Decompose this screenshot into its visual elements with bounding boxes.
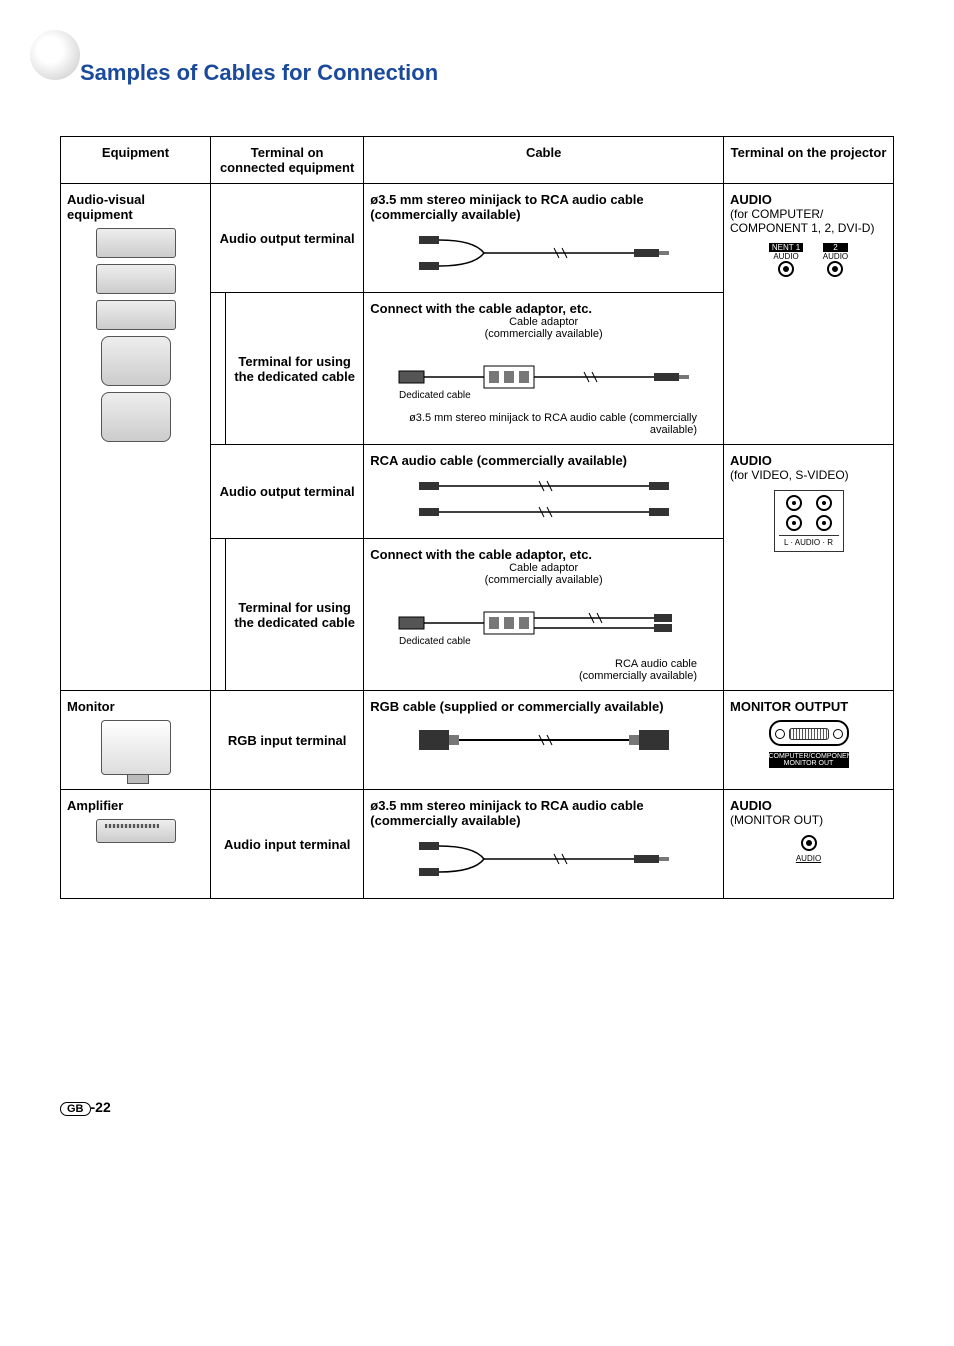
av-r1-cable-title: ø3.5 mm stereo minijack to RCA audio cab… — [370, 192, 717, 222]
av-r4-terminal: Terminal for using the dedicated cable — [226, 539, 364, 691]
game-console-icon — [101, 392, 171, 442]
sub-cable-note-2b: (commercially available) — [370, 670, 717, 682]
rca-hole-icon — [816, 495, 832, 511]
amplifier-terminal: Audio input terminal — [211, 790, 364, 899]
header-equipment: Equipment — [61, 137, 211, 184]
amplifier-proj-title: AUDIO — [730, 798, 887, 813]
monitor-proj-title: MONITOR OUTPUT — [730, 699, 887, 714]
cable-adaptor-note: (commercially available) — [370, 328, 717, 340]
adaptor-rca-cable-diagram: Dedicated cable — [394, 592, 694, 652]
amplifier-port-label: AUDIO — [730, 854, 887, 863]
amplifier-equipment-label: Amplifier — [67, 798, 204, 813]
header-curve-decoration — [30, 30, 80, 80]
rca-hole-icon — [816, 515, 832, 531]
av-r3-proj-title: AUDIO — [730, 453, 887, 468]
amplifier-cable-title: ø3.5 mm stereo minijack to RCA audio cab… — [370, 798, 717, 828]
page-title: Samples of Cables for Connection — [80, 60, 894, 86]
av-r3-cable-cell: RCA audio cable (commercially available) — [364, 445, 724, 539]
av-r2-cable-title: Connect with the cable adaptor, etc. — [370, 301, 717, 316]
header-terminal-proj: Terminal on the projector — [724, 137, 894, 184]
av-r3-proj-cell: AUDIO (for VIDEO, S-VIDEO) L · AUDIO · R — [724, 445, 894, 691]
cable-adaptor-note-2: (commercially available) — [370, 574, 717, 586]
rgb-cable-diagram — [414, 720, 674, 760]
monitor-equipment-label: Monitor — [67, 699, 204, 714]
header-cable: Cable — [364, 137, 724, 184]
dedicated-cable-label: Dedicated cable — [399, 390, 471, 401]
audio-jack-icon — [827, 261, 843, 277]
page-number: -22 — [91, 1099, 111, 1115]
av-r1-proj-title: AUDIO — [730, 192, 887, 207]
av-r1-proj-cell: AUDIO (for COMPUTER/ COMPONENT 1, 2, DVI… — [724, 184, 894, 445]
region-badge: GB — [60, 1102, 91, 1116]
rca-hole-icon — [786, 515, 802, 531]
amplifier-icon — [96, 819, 176, 843]
adaptor-cable-diagram: Dedicated cable — [394, 346, 694, 406]
sub-cable-note: ø3.5 mm stereo minijack to RCA audio cab… — [370, 412, 717, 436]
av-equipment-label: Audio-visual equipment — [67, 192, 204, 222]
audio-jack-icon — [778, 261, 794, 277]
minijack-rca-cable-diagram — [414, 228, 674, 278]
av-r1-cable-cell: ø3.5 mm stereo minijack to RCA audio cab… — [364, 184, 724, 293]
vga-port-icon — [769, 720, 849, 746]
monitor-proj-cell: MONITOR OUTPUT COMPUTER/COMPONENT MONITO… — [724, 691, 894, 790]
audio-jacks-pair: NENT 1 AUDIO 2 AUDIO — [730, 243, 887, 280]
header-terminal-equip: Terminal on connected equipment — [211, 137, 364, 184]
av-r2-cable-cell: Connect with the cable adaptor, etc. Cab… — [364, 293, 724, 445]
rca-cable-diagram — [414, 474, 674, 524]
page-footer: GB-22 — [60, 1099, 894, 1116]
indent-spacer — [211, 293, 226, 445]
av-r4-cable-cell: Connect with the cable adaptor, etc. Cab… — [364, 539, 724, 691]
amplifier-cable-cell: ø3.5 mm stereo minijack to RCA audio cab… — [364, 790, 724, 899]
amplifier-proj-sub: (MONITOR OUT) — [730, 813, 887, 827]
amplifier-equipment-cell: Amplifier — [61, 790, 211, 899]
rca-hole-icon — [786, 495, 802, 511]
camcorder-icon — [101, 336, 171, 386]
av-r3-cable-title: RCA audio cable (commercially available) — [370, 453, 717, 468]
av-r1-terminal: Audio output terminal — [211, 184, 364, 293]
audio-jack-icon — [801, 835, 817, 851]
port-nent1-label: NENT 1 — [769, 243, 803, 252]
av-r2-terminal: Terminal for using the dedicated cable — [226, 293, 364, 445]
av-equipment-cell: Audio-visual equipment — [61, 184, 211, 691]
dvd-player-icon — [96, 228, 176, 258]
port-audio-label-1: AUDIO — [769, 252, 803, 261]
cables-table: Equipment Terminal on connected equipmen… — [60, 136, 894, 899]
svg-text:Dedicated cable: Dedicated cable — [399, 636, 471, 647]
sub-cable-note-2a: RCA audio cable — [370, 658, 717, 670]
settop-icon — [96, 300, 176, 330]
monitor-cable-title: RGB cable (supplied or commercially avai… — [370, 699, 717, 714]
minijack-rca-cable-diagram-2 — [414, 834, 674, 884]
av-r1-proj-sub: (for COMPUTER/ COMPONENT 1, 2, DVI-D) — [730, 207, 887, 235]
monitor-icon — [101, 720, 171, 775]
av-r3-terminal: Audio output terminal — [211, 445, 364, 539]
monitor-terminal: RGB input terminal — [211, 691, 364, 790]
vcr-icon — [96, 264, 176, 294]
indent-spacer — [211, 539, 226, 691]
amplifier-audio-jack: AUDIO — [730, 835, 887, 863]
vga-port-label: COMPUTER/COMPONENT MONITOR OUT — [769, 752, 849, 768]
rca-block-label: L · AUDIO · R — [779, 535, 839, 547]
monitor-cable-cell: RGB cable (supplied or commercially avai… — [364, 691, 724, 790]
monitor-equipment-cell: Monitor — [61, 691, 211, 790]
av-r4-cable-title: Connect with the cable adaptor, etc. — [370, 547, 717, 562]
cable-adaptor-label: Cable adaptor — [370, 316, 717, 328]
amplifier-proj-cell: AUDIO (MONITOR OUT) AUDIO — [724, 790, 894, 899]
port-audio-label-2: AUDIO — [823, 252, 848, 261]
av-r3-proj-sub: (for VIDEO, S-VIDEO) — [730, 468, 887, 482]
rca-port-block: L · AUDIO · R — [774, 490, 844, 552]
port-2-label: 2 — [823, 243, 848, 252]
cable-adaptor-label-2: Cable adaptor — [370, 562, 717, 574]
